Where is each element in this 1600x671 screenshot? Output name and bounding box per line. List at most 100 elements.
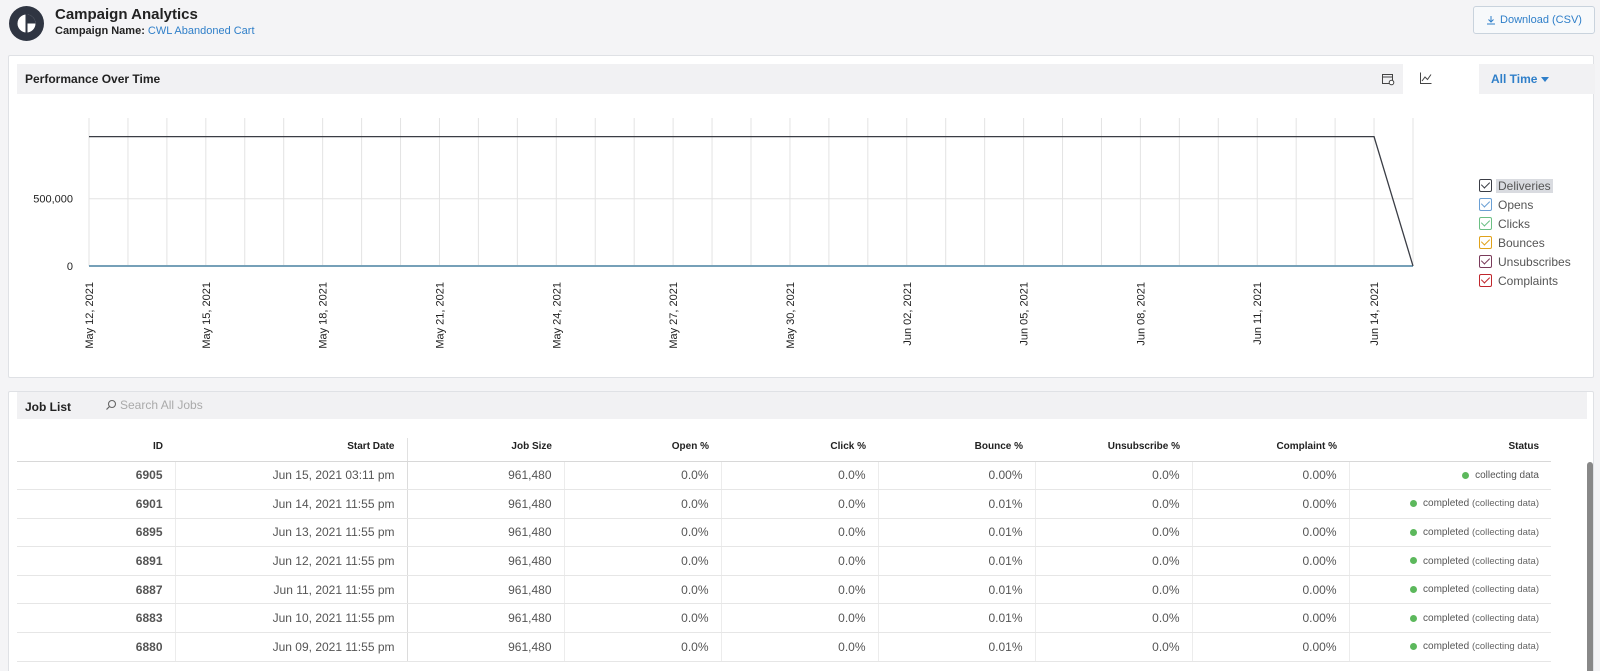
download-icon (1487, 16, 1496, 25)
campaign-name-link[interactable]: CWL Abandoned Cart (147, 25, 255, 37)
col-header-id[interactable]: ID (17, 438, 175, 462)
click-rate: 0.0% (721, 461, 879, 491)
app-logo-icon (9, 6, 44, 41)
complaint-rate: 0.00% (1192, 632, 1350, 662)
legend-item-opens[interactable]: Opens (1479, 195, 1571, 214)
job-id-link[interactable]: 6905 (17, 461, 176, 491)
range-label: All Time (1491, 72, 1538, 86)
table-row[interactable]: 6901 Jun 14, 2021 11:55 pm 961,480 0.0% 0.0%… (17, 489, 1551, 519)
job-start-date-link[interactable]: Jun 09, 2021 11:55 pm (175, 632, 408, 662)
calendar-settings-icon (1382, 74, 1395, 86)
job-list-title: Job List (25, 400, 72, 414)
bounce-rate: 0.01% (878, 632, 1036, 662)
job-id-link[interactable]: 6883 (17, 603, 176, 634)
col-header-status[interactable]: Status (1349, 438, 1551, 462)
unsubscribe-rate: 0.0% (1035, 461, 1193, 491)
x-tick-label: Jun 08, 2021 (1135, 282, 1147, 346)
page-title: Campaign Analytics (55, 6, 198, 23)
click-rate: 0.0% (721, 632, 879, 662)
job-start-date-link[interactable]: Jun 13, 2021 11:55 pm (175, 518, 408, 548)
table-row[interactable]: 6887 Jun 11, 2021 11:55 pm 961,480 0.0% 0.0%… (17, 575, 1551, 605)
x-tick-label: May 24, 2021 (551, 282, 563, 349)
job-start-date-link[interactable]: Jun 14, 2021 11:55 pm (175, 489, 408, 519)
status-subtext: (collecting data) (1471, 555, 1539, 567)
table-row[interactable]: 6891 Jun 12, 2021 11:55 pm 961,480 0.0% 0.0%… (17, 546, 1551, 576)
job-size: 961,480 (407, 461, 565, 491)
checkbox-icon (1479, 255, 1492, 268)
legend-label: Deliveries (1496, 178, 1553, 193)
legend-label: Opens (1498, 197, 1534, 212)
col-header-open[interactable]: Open % (564, 438, 721, 462)
job-status: completed (collecting data) (1349, 489, 1551, 519)
performance-card: Performance Over Time All Time 0 500,000 M… (8, 55, 1595, 378)
job-search (105, 398, 320, 412)
status-dot-icon (1410, 500, 1418, 508)
col-header-job-size[interactable]: Job Size (407, 438, 564, 462)
status-text: completed (1423, 526, 1470, 538)
job-start-date-link[interactable]: Jun 15, 2021 03:11 pm (175, 461, 408, 491)
bounce-rate: 0.01% (878, 518, 1036, 548)
job-status: completed (collecting data) (1349, 546, 1551, 576)
x-tick-label: May 30, 2021 (785, 282, 797, 349)
job-id-link[interactable]: 6901 (17, 489, 176, 519)
job-id-link[interactable]: 6895 (17, 518, 176, 548)
col-header-bounce[interactable]: Bounce % (878, 438, 1035, 462)
job-id-link[interactable]: 6887 (17, 575, 176, 605)
click-rate: 0.0% (721, 489, 879, 519)
legend-item-bounces[interactable]: Bounces (1479, 233, 1571, 252)
job-list-card: Job List ID Start Date Job Size Open % C… (8, 391, 1594, 671)
search-input[interactable] (120, 398, 320, 412)
status-dot-icon (1410, 643, 1418, 651)
col-header-click[interactable]: Click % (721, 438, 878, 462)
status-dot-icon (1410, 586, 1418, 594)
job-start-date-link[interactable]: Jun 12, 2021 11:55 pm (175, 546, 408, 576)
table-row[interactable]: 6905 Jun 15, 2021 03:11 pm 961,480 0.0% 0.0%… (17, 461, 1551, 491)
col-header-unsubscribe[interactable]: Unsubscribe % (1035, 438, 1192, 462)
job-start-date-link[interactable]: Jun 11, 2021 11:55 pm (175, 575, 408, 605)
status-subtext: (collecting data) (1471, 584, 1539, 596)
table-scrollbar[interactable] (1587, 462, 1593, 671)
bounce-rate: 0.01% (878, 546, 1036, 576)
legend-item-complaints[interactable]: Complaints (1479, 271, 1571, 290)
x-tick-label: Jun 11, 2021 (1252, 282, 1264, 345)
campaign-name-label: Campaign Name: (55, 25, 145, 37)
job-start-date-link[interactable]: Jun 10, 2021 11:55 pm (175, 603, 408, 634)
legend-item-unsubscribes[interactable]: Unsubscribes (1479, 252, 1571, 271)
x-tick-label: Jun 14, 2021 (1369, 282, 1381, 346)
download-csv-button[interactable]: Download (CSV) (1473, 6, 1595, 34)
job-status: completed (collecting data) (1349, 632, 1551, 662)
open-rate: 0.0% (564, 575, 722, 605)
col-header-complaint[interactable]: Complaint % (1192, 438, 1349, 462)
status-dot-icon (1410, 557, 1418, 565)
status-subtext: (collecting data) (1471, 612, 1539, 624)
chart-type-button[interactable] (1419, 71, 1437, 89)
status-text: completed (1423, 584, 1470, 596)
click-rate: 0.0% (721, 546, 879, 576)
legend-item-clicks[interactable]: Clicks (1479, 214, 1571, 233)
click-rate: 0.0% (721, 518, 879, 548)
status-dot-icon (1410, 528, 1418, 536)
chart-legend: Deliveries Opens Clicks Bounces Unsubscribes… (1479, 176, 1571, 290)
legend-label: Bounces (1498, 235, 1545, 250)
table-row[interactable]: 6895 Jun 13, 2021 11:55 pm 961,480 0.0% 0.0%… (17, 518, 1551, 548)
campaign-name-line: Campaign Name: CWL Abandoned Cart (55, 25, 255, 37)
col-header-start-date[interactable]: Start Date (175, 438, 408, 462)
unsubscribe-rate: 0.0% (1035, 575, 1193, 605)
table-row[interactable]: 6880 Jun 09, 2021 11:55 pm 961,480 0.0% 0.0%… (17, 632, 1551, 662)
job-id-link[interactable]: 6891 (17, 546, 176, 576)
range-dropdown[interactable]: All Time (1491, 72, 1550, 86)
legend-label: Clicks (1498, 216, 1530, 231)
checkbox-icon (1479, 217, 1492, 230)
bounce-rate: 0.01% (878, 489, 1036, 519)
status-subtext: (collecting data) (1471, 641, 1539, 653)
unsubscribe-rate: 0.0% (1035, 546, 1193, 576)
job-id-link[interactable]: 6880 (17, 632, 176, 662)
x-tick-label: May 12, 2021 (84, 282, 96, 349)
calendar-settings-button[interactable] (1381, 72, 1399, 90)
checkbox-icon (1479, 198, 1492, 211)
click-rate: 0.0% (721, 575, 879, 605)
table-row[interactable]: 6883 Jun 10, 2021 11:55 pm 961,480 0.0% 0.0%… (17, 603, 1551, 634)
legend-item-deliveries[interactable]: Deliveries (1479, 176, 1571, 195)
open-rate: 0.0% (564, 603, 722, 634)
status-text: completed (1423, 498, 1470, 510)
